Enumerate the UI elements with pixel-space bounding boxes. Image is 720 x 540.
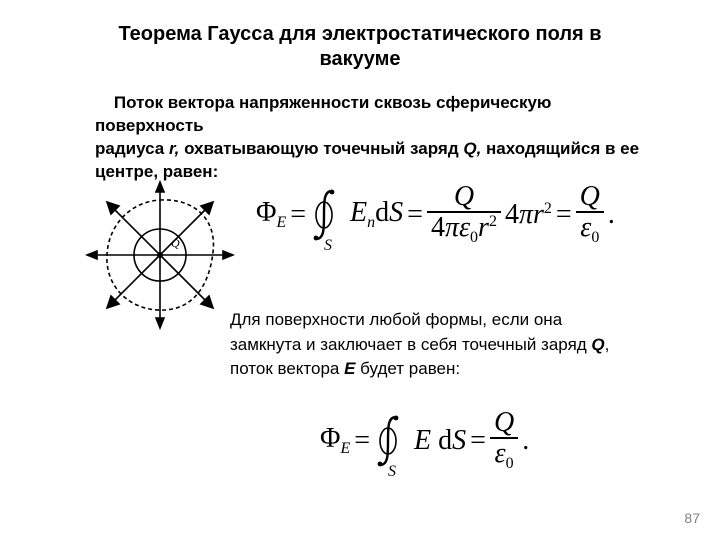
dS-S2: S: [452, 425, 466, 456]
title-line-1: Теорема Гаусса для электростатического п…: [118, 23, 601, 45]
title-line-2: вакууме: [319, 48, 400, 70]
E-var-2: E: [414, 425, 431, 456]
diagram-svg: Q: [85, 180, 235, 330]
var-Q2: Q: [591, 335, 604, 354]
slide: Теорема Гаусса для электростатического п…: [0, 0, 720, 540]
var-E: E: [344, 359, 355, 378]
var-r: r,: [169, 139, 179, 158]
p1-b: радиуса: [95, 139, 169, 158]
eq2-sign-1: =: [354, 425, 370, 457]
r2-r: r: [533, 199, 544, 230]
dS-S1: S: [389, 197, 403, 228]
4pi-pi: π: [519, 199, 533, 230]
E-subn: n: [367, 214, 375, 231]
charge-label: Q: [171, 236, 180, 250]
field-diagram: Q: [85, 180, 235, 330]
phi-sub: E: [276, 214, 286, 231]
eq2-sign-2: =: [470, 425, 486, 457]
4pi-4: 4: [505, 199, 519, 230]
p2-a: Для поверхности любой формы, если она: [230, 310, 562, 329]
p2-c: ,: [605, 335, 610, 354]
phi2: Φ: [320, 423, 340, 454]
closed-integral-2: S: [374, 413, 408, 469]
intro-paragraph: Поток вектора напряженности сквозь сфери…: [95, 92, 655, 184]
phi2-sub: E: [340, 440, 350, 457]
eq-sign-2: =: [407, 199, 423, 231]
eq-sign-1: =: [290, 199, 306, 231]
page-number: 87: [684, 510, 700, 526]
dS-d1: d: [375, 197, 389, 228]
E-var-1: E: [350, 197, 367, 228]
p2-e: будет равен:: [355, 359, 460, 378]
dS-d2: d: [438, 425, 452, 456]
phi-symbol: Φ: [256, 197, 276, 228]
p1-a: Поток вектора напряженности сквозь сфери…: [95, 93, 551, 135]
second-paragraph: Для поверхности любой формы, если она за…: [230, 308, 660, 382]
p2-d: поток вектора: [230, 359, 344, 378]
equation-1: ΦE = S EndS = Q 4πε0r2 4πr2 = Q: [256, 182, 686, 262]
frac-2: Q ε0: [576, 182, 604, 247]
frac-3: Q ε0: [490, 408, 518, 473]
eq1-dot: .: [608, 199, 615, 231]
radial-arrows: [87, 182, 233, 328]
frac-1: Q 4πε0r2: [427, 182, 501, 247]
eq-sign-3: =: [556, 199, 572, 231]
int-sub-2: S: [388, 463, 396, 481]
eq2-dot: .: [522, 425, 529, 457]
page-title: Теорема Гаусса для электростатического п…: [0, 22, 720, 72]
p2-b: замкнута и заключает в себя точечный зар…: [230, 335, 591, 354]
r2-2: 2: [544, 200, 552, 217]
equation-2: ΦE = S E dS = Q ε0 .: [320, 408, 620, 488]
int-sub-1: S: [324, 237, 332, 255]
closed-integral-1: S: [310, 187, 344, 243]
p1-c: охватывающую точечный заряд: [179, 139, 463, 158]
var-Q: Q,: [463, 139, 481, 158]
